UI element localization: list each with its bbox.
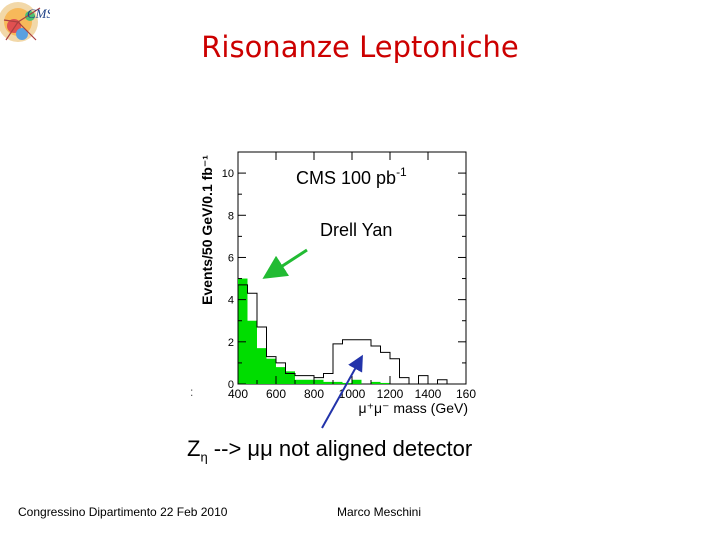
x-tick-label: 160: [456, 387, 476, 401]
drell-yan-bar: [247, 320, 257, 384]
drell-yan-bar: [314, 379, 324, 384]
x-axis-label: μ⁺μ⁻ mass (GeV): [359, 400, 468, 416]
drell-yan-bar: [352, 379, 362, 384]
drell-yan-bar: [238, 278, 248, 384]
x-tick-label: 1200: [377, 387, 404, 401]
y-tick-label: 10: [222, 168, 234, 180]
drell-yan-bar: [304, 379, 314, 384]
stray-mark: :: [190, 385, 193, 399]
y-axis-label: Events/50 GeV/0.1 fb⁻¹: [199, 155, 215, 305]
svg-text:CMS: CMS: [27, 6, 50, 21]
x-tick-label: 400: [228, 387, 248, 401]
drell-yan-bar: [380, 382, 390, 384]
cms-annotation: CMS 100 pb-1: [296, 165, 407, 188]
drell-yan-bar: [295, 379, 305, 384]
x-tick-label: 800: [304, 387, 324, 401]
y-tick-label: 8: [228, 210, 234, 222]
drell-yan-bar: [276, 367, 286, 384]
y-tick-label: 4: [228, 295, 234, 307]
drell-yan-bar: [285, 371, 295, 384]
drell-yan-bar: [371, 381, 381, 384]
drell-yan-bar: [257, 348, 267, 384]
footer-event: Congressino Dipartimento 22 Feb 2010: [18, 505, 228, 519]
drell-yan-bar: [266, 358, 276, 384]
y-tick-label: 0: [228, 379, 234, 391]
y-tick-label: 6: [228, 252, 234, 264]
y-tick-label: 2: [228, 337, 234, 349]
drell-yan-bar: [342, 382, 352, 384]
caption-not-aligned: Zη --> μμ not aligned detector: [187, 436, 473, 465]
footer-author: Marco Meschini: [337, 505, 422, 519]
drell-yan-bar: [333, 381, 343, 384]
slide-title: Risonanze Leptoniche: [201, 30, 519, 64]
x-tick-label: 600: [266, 387, 286, 401]
drell-yan-annotation: Drell Yan: [320, 220, 392, 240]
signal-outline-histogram: [237, 284, 466, 385]
cms-logo: CMS: [0, 0, 54, 52]
x-tick-label: 1400: [415, 387, 442, 401]
histogram-chart: 400 600 800 1000 1200 1400 160 0 2 4 6 8 10 Events/5…: [190, 140, 490, 420]
x-tick-label: 1000: [339, 387, 366, 401]
drell-yan-bar: [323, 381, 333, 384]
